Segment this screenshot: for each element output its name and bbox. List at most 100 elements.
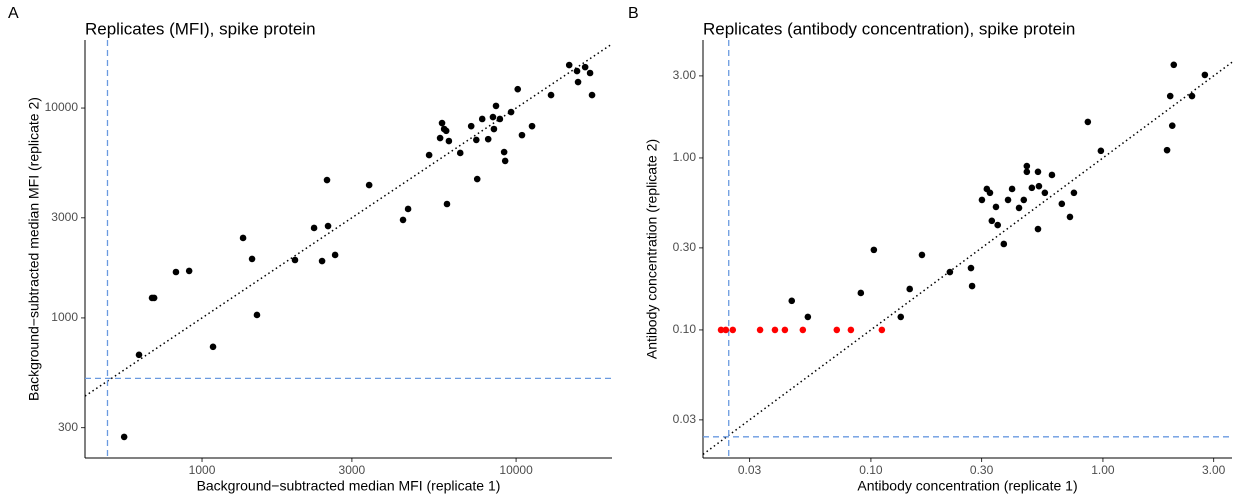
point [318,257,326,265]
point [1201,71,1209,79]
point [771,326,779,334]
point [323,176,331,184]
point [484,135,492,143]
point [967,264,975,272]
y-tick-label: 3000 [51,210,78,224]
point [239,234,247,242]
y-axis-label: Background−subtracted median MFI (replic… [26,97,42,401]
point [994,221,1002,229]
y-tick-label: 0.10 [673,322,697,336]
point [172,268,180,276]
point [399,216,407,224]
point [443,200,451,208]
point [878,326,886,334]
point [248,255,256,263]
point [1188,92,1196,100]
point [365,181,373,189]
x-tick-label: 10000 [499,463,533,477]
point [988,217,996,225]
point [1034,225,1042,233]
point [473,136,480,144]
point [507,108,515,116]
point [425,151,433,159]
point [467,122,475,130]
x-tick-label: 1000 [189,463,216,477]
point [1058,200,1066,208]
point [1015,204,1023,212]
point [436,134,444,142]
point [478,115,486,123]
point [445,137,453,145]
point [581,63,589,71]
point [291,256,299,264]
point [528,122,536,130]
y-tick-label: 1.00 [673,150,697,164]
point [847,326,855,334]
point [1028,184,1036,192]
point [490,125,498,133]
point [489,113,497,121]
point [518,131,526,139]
x-tick-label: 3.00 [1202,463,1226,477]
point [1097,147,1105,155]
chart-title: Replicates (MFI), spike protein [85,19,316,38]
point [1034,168,1042,176]
point [310,224,318,232]
point [135,351,143,359]
point [1070,189,1078,197]
point [918,251,926,259]
point [788,297,796,305]
identity-line [702,61,1233,455]
chart-title: Replicates (antibody concentration), spi… [703,19,1075,38]
point [1048,171,1056,179]
y-tick-label: 300 [58,420,78,434]
y-tick-label: 10000 [45,100,79,114]
point [565,61,573,69]
panel-label: A [8,5,19,22]
point [897,313,905,321]
x-tick-label: 3000 [339,463,366,477]
point [1023,168,1031,176]
point [1023,162,1031,170]
point [501,157,509,165]
point [500,148,508,156]
x-tick-label: 0.30 [970,463,994,477]
x-tick-label: 0.10 [859,463,883,477]
point [1035,182,1043,190]
point [1066,213,1074,221]
point [1000,240,1008,248]
point [1004,196,1012,204]
identity-line [84,43,613,397]
y-tick-label: 3.00 [673,68,697,82]
point [185,267,193,275]
point [857,289,865,297]
point [1166,92,1174,100]
x-tick-label: 0.03 [738,463,762,477]
point [253,311,261,319]
point [946,268,954,276]
point [1163,146,1171,154]
point [781,326,789,334]
point [496,115,504,123]
point [986,189,994,197]
panel-label: B [628,5,639,22]
point [1041,189,1049,197]
y-tick-label: 1000 [51,310,78,324]
point [992,203,1000,211]
point [799,326,807,334]
point [547,91,555,99]
point [870,246,878,254]
point [120,433,128,441]
point [150,294,158,302]
point [514,85,522,93]
point [717,326,725,334]
point [833,326,841,334]
point [1008,185,1016,193]
point [456,149,464,157]
point [1020,196,1028,204]
point [442,127,450,135]
point [574,78,582,86]
point [1168,122,1176,129]
point [492,102,500,110]
